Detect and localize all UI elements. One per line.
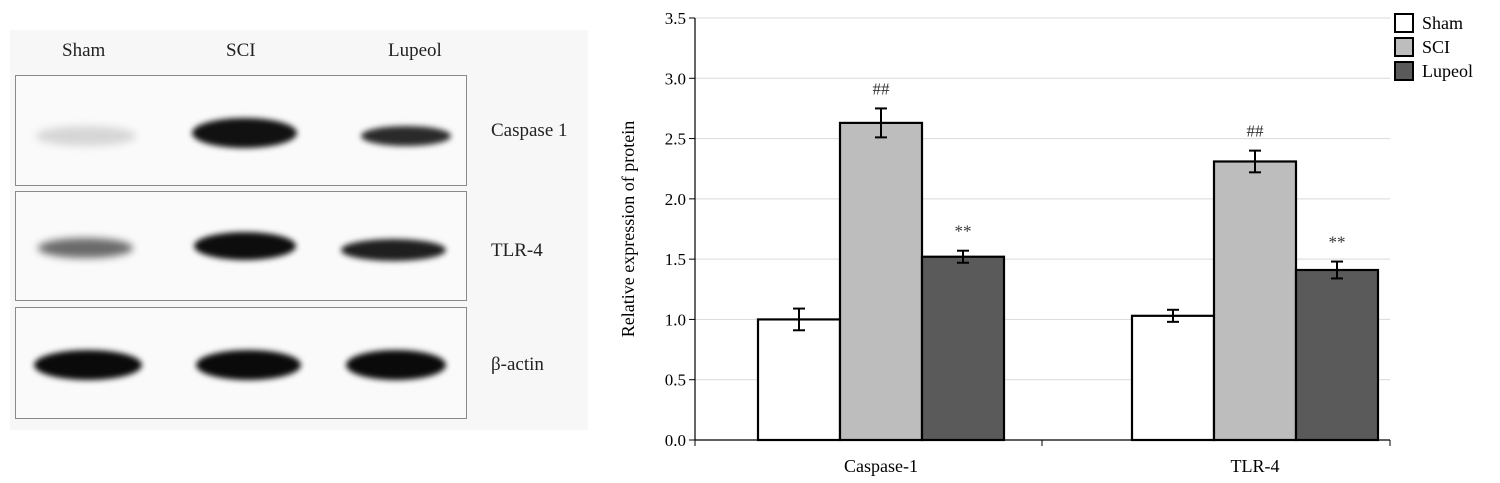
legend-label-sham: Sham (1422, 13, 1463, 33)
band-tlr4-sham (38, 238, 133, 258)
y-tick-label-1: 0.5 (665, 371, 686, 390)
bar-lupeol-tlr-4 (1294, 268, 1380, 442)
band-tlr4-sci (194, 232, 296, 260)
significance-marker: ** (955, 222, 972, 241)
y-tick-label-3: 1.5 (665, 250, 686, 269)
legend-swatch-sci (1394, 37, 1414, 57)
band-caspase1-sci (192, 118, 297, 148)
y-tick-labels: 0.0 0.5 1.0 1.5 2.0 2.5 3.0 3.5 (665, 9, 686, 450)
y-axis-label: Relative expression of protein (618, 121, 638, 337)
blot-strip-beta-actin (15, 307, 467, 419)
band-tlr4-lupeol (341, 239, 446, 261)
y-tick-label-4: 2.0 (665, 190, 686, 209)
x-tick-label-caspase-1: Caspase-1 (844, 456, 918, 476)
bar-lupeol-caspase-1 (920, 255, 1006, 442)
protein-label-beta-actin: β-actin (491, 354, 544, 375)
bar-sham-tlr-4 (1130, 314, 1216, 442)
legend-label-lupeol: Lupeol (1422, 61, 1473, 81)
y-tick-label-2: 1.0 (665, 310, 686, 329)
bar-sham-caspase-1 (756, 318, 842, 442)
y-tick-label-5: 2.5 (665, 130, 686, 149)
bar-sci-tlr-4 (1212, 160, 1298, 442)
band-actin-sham (34, 350, 142, 380)
y-tick-label-6: 3.0 (665, 69, 686, 88)
band-actin-lupeol (346, 350, 446, 380)
bars: ## ** ## ** (756, 79, 1380, 442)
lane-label-sham: Sham (62, 40, 106, 61)
lane-label-sci: SCI (226, 40, 256, 61)
protein-label-tlr4: TLR-4 (491, 240, 543, 261)
y-tick-label-7: 3.5 (665, 9, 686, 28)
x-tick-labels: Caspase-1 TLR-4 (844, 456, 1279, 476)
significance-marker: ## (1247, 122, 1265, 141)
significance-marker: ## (873, 79, 891, 98)
blot-strip-tlr4 (15, 191, 467, 301)
axes (689, 17, 1391, 446)
band-actin-sci (196, 350, 301, 380)
legend-swatch-lupeol (1394, 61, 1414, 81)
bar-chart: ## ** ## ** 0.0 0.5 1.0 1.5 2.0 2.5 3.0 3.5 Caspas… (618, 9, 1473, 476)
legend: Sham SCI Lupeol (1394, 13, 1473, 81)
western-blot-panel: Sham SCI Lupeol Caspase 1 TLR-4 β-actin (0, 0, 600, 483)
lane-label-lupeol: Lupeol (388, 40, 442, 61)
legend-label-sci: SCI (1422, 37, 1450, 57)
legend-swatch-sham (1394, 13, 1414, 33)
protein-label-caspase1: Caspase 1 (491, 120, 568, 141)
band-caspase1-lupeol (361, 126, 451, 146)
bar-sci-caspase-1 (838, 121, 924, 442)
significance-marker: ** (1329, 233, 1346, 252)
blot-strip-caspase1 (15, 75, 467, 186)
band-caspase1-sham (36, 126, 136, 146)
x-tick-label-tlr-4: TLR-4 (1231, 456, 1280, 476)
y-tick-label-0: 0.0 (665, 431, 686, 450)
